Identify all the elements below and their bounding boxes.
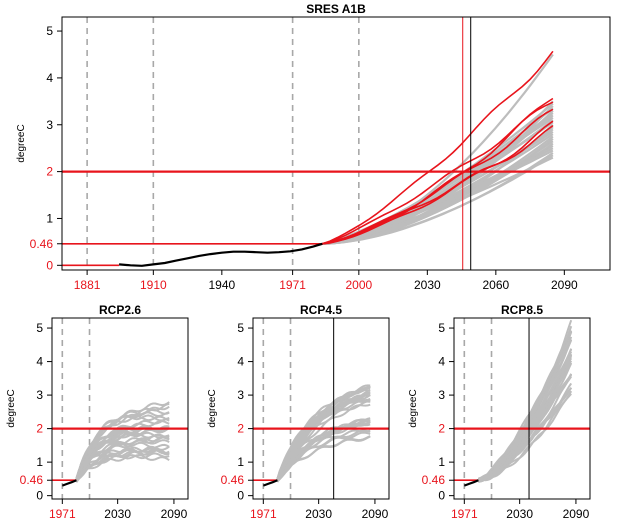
- x-tick-label: 2060: [482, 278, 509, 292]
- plot-frame: [61, 16, 611, 271]
- y-tick-label: 0: [438, 489, 445, 503]
- x-tick-label: 1910: [140, 278, 167, 292]
- chart-title: SRES A1B: [306, 2, 366, 16]
- y-tick-label: 5: [46, 24, 53, 38]
- y-tick-label: 3: [36, 388, 43, 402]
- y-axis-label: degreeC: [207, 389, 218, 427]
- y-tick-label: 1: [46, 211, 53, 225]
- x-tick-label: 1971: [279, 278, 306, 292]
- plot-area: [454, 318, 590, 499]
- observed-series-line: [61, 479, 77, 487]
- ensemble-line-gray: [478, 354, 573, 483]
- y-tick-label: 0.46: [221, 473, 245, 487]
- y-tick-label: 0.46: [422, 473, 446, 487]
- y-tick-label: 2: [237, 422, 244, 436]
- y-tick-label: 2: [438, 422, 445, 436]
- x-tick-label: 1940: [208, 278, 235, 292]
- y-tick-label: 5: [36, 321, 43, 335]
- chart-title: RCP2.6: [99, 303, 141, 317]
- x-tick-label: 2030: [104, 507, 131, 521]
- ensemble-line-gray: [75, 427, 170, 480]
- ensemble-line-red: [322, 97, 554, 245]
- y-axis-label: degreeC: [408, 389, 419, 427]
- y-tick-label: 0.46: [30, 237, 54, 251]
- y-axis-label: degreeC: [16, 124, 27, 162]
- y-tick-label: 5: [438, 321, 445, 335]
- ensemble-line-gray: [322, 53, 554, 245]
- plot-frame: [252, 317, 390, 500]
- ensemble-line-gray: [276, 403, 371, 480]
- y-tick-label: 0: [237, 489, 244, 503]
- x-tick-label: 2090: [563, 507, 590, 521]
- ensemble-line-gray: [478, 325, 573, 483]
- y-tick-label: 0: [46, 258, 53, 272]
- x-tick-label: 1971: [451, 507, 478, 521]
- y-tick-label: 1: [438, 455, 445, 469]
- ensemble-line-red: [322, 108, 554, 245]
- y-tick-label: 2: [36, 422, 43, 436]
- y-tick-label: 1: [237, 455, 244, 469]
- observed-series-line: [463, 479, 479, 487]
- panel-rcp8-5: RCP8.5 degreeC 0 0.46 1 2 3 4 5 1971 2030 2090: [408, 303, 591, 521]
- chart-title: RCP4.5: [300, 303, 342, 317]
- ensemble-line-gray: [478, 353, 573, 481]
- y-tick-label: 0: [36, 489, 43, 503]
- plot-area: [52, 318, 188, 499]
- ensemble-line-red: [322, 50, 554, 245]
- plot-area: [62, 17, 610, 270]
- y-tick-label: 3: [237, 388, 244, 402]
- ensemble-line-gray: [322, 123, 554, 245]
- ensemble-line-gray: [276, 418, 371, 480]
- y-tick-label: 3: [438, 388, 445, 402]
- ensemble-line-gray: [75, 405, 170, 481]
- x-tick-label: 2090: [362, 507, 389, 521]
- ensemble-line-gray: [276, 385, 371, 482]
- y-tick-label: 1: [36, 455, 43, 469]
- ensemble-line-gray: [75, 452, 170, 482]
- plot-frame: [51, 317, 189, 500]
- observed-series-line: [119, 242, 323, 267]
- x-tick-label: 2030: [305, 507, 332, 521]
- y-tick-label: 4: [46, 71, 53, 85]
- observed-series-line: [262, 479, 278, 487]
- y-tick-label: 4: [438, 355, 445, 369]
- x-tick-label: 1971: [250, 507, 277, 521]
- x-tick-label: 2030: [414, 278, 441, 292]
- ensemble-line-red: [322, 120, 554, 245]
- x-tick-label: 2030: [506, 507, 533, 521]
- y-tick-label: 3: [46, 118, 53, 132]
- y-tick-label: 5: [237, 321, 244, 335]
- y-tick-label: 4: [237, 355, 244, 369]
- ensemble-line-gray: [276, 387, 371, 481]
- plot-frame: [453, 317, 591, 500]
- chart-title: RCP8.5: [501, 303, 543, 317]
- y-tick-label: 4: [36, 355, 43, 369]
- ensemble-line-gray: [276, 420, 371, 481]
- x-tick-label: 2090: [551, 278, 578, 292]
- x-tick-label: 2090: [161, 507, 188, 521]
- plot-area: [253, 318, 389, 499]
- ensemble-line-gray: [276, 392, 371, 483]
- x-tick-label: 1881: [74, 278, 101, 292]
- y-tick-label: 2: [46, 165, 53, 179]
- ensemble-line-gray: [478, 393, 572, 481]
- x-tick-label: 2000: [345, 278, 372, 292]
- y-axis-label: degreeC: [6, 389, 17, 427]
- panel-rcp4-5: RCP4.5 degreeC 0 0.46 1 2 3 4 5 1971 2030 2090: [207, 303, 390, 521]
- panel-rcp2-6: RCP2.6 degreeC 0 0.46 1 2 3 4 5 1971 2030 2090: [6, 303, 189, 521]
- y-tick-label: 0.46: [20, 473, 44, 487]
- panel-sres-a1b: SRES A1B degreeC 0 0.46 1 2 3 4 5 1881 1910 1940 197…: [16, 2, 611, 292]
- ensemble-line-gray: [75, 447, 170, 481]
- x-tick-label: 1971: [49, 507, 76, 521]
